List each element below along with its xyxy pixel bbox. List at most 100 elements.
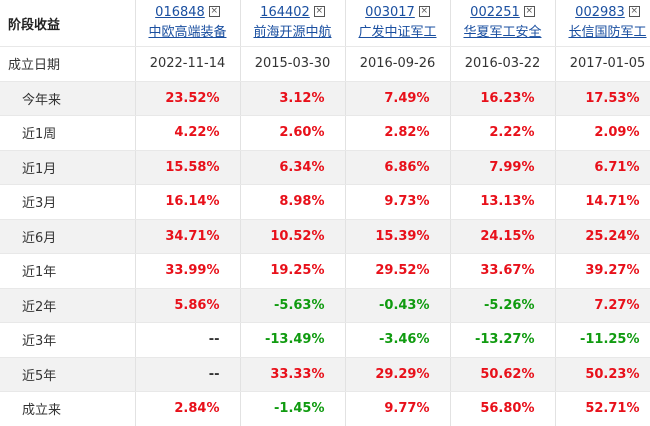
data-row: 今年来 23.52% 3.12% 7.49% 16.23% 17.53%	[0, 81, 650, 116]
value-cell: 16.23%	[450, 81, 556, 116]
value-cell: --	[135, 357, 241, 392]
value-cell: 2.82%	[345, 115, 451, 151]
value-cell: 5.86%	[135, 288, 241, 323]
value-cell: 7.27%	[555, 288, 650, 323]
row-label: 近1月	[0, 150, 136, 185]
value-cell: 23.52%	[135, 81, 241, 116]
data-row: 近1周 4.22% 2.60% 2.82% 2.22% 2.09%	[0, 115, 650, 151]
data-row: 近3年 -- -13.49% -3.46% -13.27% -11.25%	[0, 322, 650, 358]
remove-icon[interactable]: ×	[418, 6, 430, 17]
value-cell: 6.34%	[240, 150, 346, 185]
value-cell: 33.67%	[450, 253, 556, 289]
value-cell: 56.80%	[450, 391, 556, 426]
fund-code-line: 002983 ×	[556, 3, 650, 23]
value-cell: 19.25%	[240, 253, 346, 289]
data-row: 近5年 -- 33.33% 29.29% 50.62% 50.23%	[0, 357, 650, 392]
value-cell: 24.15%	[450, 219, 556, 254]
fund-name[interactable]: 前海开源中航	[253, 25, 332, 40]
fund-code-line: 164402 ×	[241, 3, 345, 23]
value-cell: -0.43%	[345, 288, 451, 323]
value-cell: -5.26%	[450, 288, 556, 323]
header-row: 阶段收益 016848 × 中欧高端装备 164402 × 前海开源中航 003017 × 广发…	[0, 0, 650, 47]
fund-header: 002983 × 长信国防军工	[555, 0, 650, 47]
fund-code[interactable]: 002251	[470, 5, 520, 20]
fund-name[interactable]: 广发中证军工	[358, 25, 437, 40]
value-cell: 3.12%	[240, 81, 346, 116]
row-label: 近2年	[0, 288, 136, 323]
row-label: 成立来	[0, 391, 136, 426]
date-cell: 2015-03-30	[240, 46, 346, 82]
remove-icon[interactable]: ×	[313, 6, 325, 17]
fund-header: 003017 × 广发中证军工	[345, 0, 451, 47]
row-label: 成立日期	[0, 46, 136, 82]
data-row: 近2年 5.86% -5.63% -0.43% -5.26% 7.27%	[0, 288, 650, 323]
fund-code-line: 016848 ×	[136, 3, 240, 23]
row-label: 近3年	[0, 322, 136, 358]
date-cell: 2022-11-14	[135, 46, 241, 82]
value-cell: -13.49%	[240, 322, 346, 358]
value-cell: 4.22%	[135, 115, 241, 151]
value-cell: 6.71%	[555, 150, 650, 185]
value-cell: -1.45%	[240, 391, 346, 426]
table-title: 阶段收益	[0, 0, 136, 47]
data-row: 近6月 34.71% 10.52% 15.39% 24.15% 25.24%	[0, 219, 650, 254]
fund-code[interactable]: 002983	[575, 5, 625, 20]
value-cell: 14.71%	[555, 184, 650, 220]
value-cell: 50.62%	[450, 357, 556, 392]
date-cell: 2017-01-05	[555, 46, 650, 82]
value-cell: -13.27%	[450, 322, 556, 358]
value-cell: 2.22%	[450, 115, 556, 151]
remove-icon[interactable]: ×	[628, 6, 640, 17]
value-cell: 6.86%	[345, 150, 451, 185]
value-cell: 2.60%	[240, 115, 346, 151]
fund-name[interactable]: 中欧高端装备	[148, 25, 227, 40]
fund-header: 164402 × 前海开源中航	[240, 0, 346, 47]
remove-icon[interactable]: ×	[208, 6, 220, 17]
value-cell: 39.27%	[555, 253, 650, 289]
fund-code-line: 002251 ×	[451, 3, 555, 23]
row-label: 近6月	[0, 219, 136, 254]
value-cell: 29.52%	[345, 253, 451, 289]
value-cell: 2.09%	[555, 115, 650, 151]
fund-name[interactable]: 华夏军工安全	[463, 25, 542, 40]
remove-icon[interactable]: ×	[523, 6, 535, 17]
data-row: 近1月 15.58% 6.34% 6.86% 7.99% 6.71%	[0, 150, 650, 185]
row-label: 今年来	[0, 81, 136, 116]
value-cell: 25.24%	[555, 219, 650, 254]
data-row: 成立来 2.84% -1.45% 9.77% 56.80% 52.71%	[0, 391, 650, 426]
value-cell: 33.99%	[135, 253, 241, 289]
value-cell: -11.25%	[555, 322, 650, 358]
fund-code[interactable]: 164402	[260, 5, 310, 20]
value-cell: 50.23%	[555, 357, 650, 392]
data-row: 近3月 16.14% 8.98% 9.73% 13.13% 14.71%	[0, 184, 650, 220]
value-cell: 17.53%	[555, 81, 650, 116]
value-cell: 33.33%	[240, 357, 346, 392]
value-cell: -3.46%	[345, 322, 451, 358]
date-cell: 2016-03-22	[450, 46, 556, 82]
row-label: 近5年	[0, 357, 136, 392]
value-cell: 2.84%	[135, 391, 241, 426]
row-label: 近1周	[0, 115, 136, 151]
data-row: 近1年 33.99% 19.25% 29.52% 33.67% 39.27%	[0, 253, 650, 289]
row-label: 近3月	[0, 184, 136, 220]
value-cell: 15.58%	[135, 150, 241, 185]
value-cell: 13.13%	[450, 184, 556, 220]
value-cell: 16.14%	[135, 184, 241, 220]
value-cell: 9.73%	[345, 184, 451, 220]
fund-code-line: 003017 ×	[346, 3, 450, 23]
row-label: 近1年	[0, 253, 136, 289]
value-cell: 9.77%	[345, 391, 451, 426]
value-cell: 34.71%	[135, 219, 241, 254]
value-cell: 7.99%	[450, 150, 556, 185]
data-row: 成立日期 2022-11-14 2015-03-30 2016-09-26 2016-0…	[0, 46, 650, 82]
date-cell: 2016-09-26	[345, 46, 451, 82]
fund-name[interactable]: 长信国防军工	[568, 25, 647, 40]
value-cell: 52.71%	[555, 391, 650, 426]
value-cell: 15.39%	[345, 219, 451, 254]
value-cell: 8.98%	[240, 184, 346, 220]
fund-code[interactable]: 016848	[155, 5, 205, 20]
fund-code[interactable]: 003017	[365, 5, 415, 20]
